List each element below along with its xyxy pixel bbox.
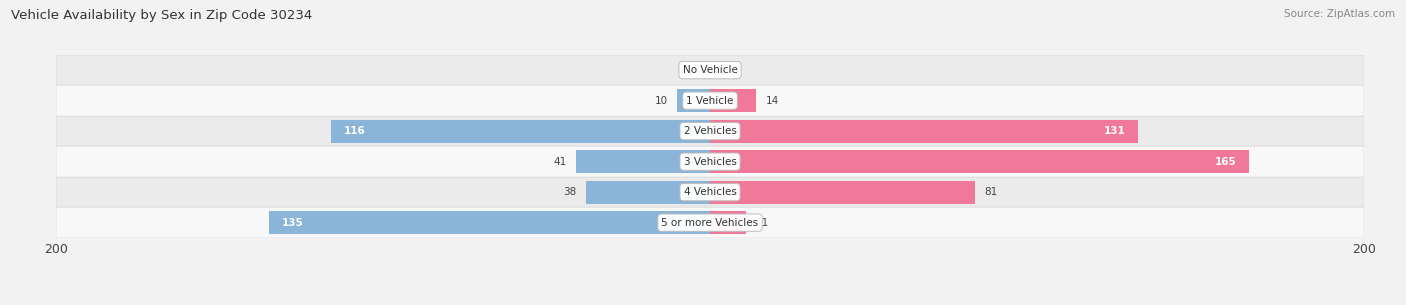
Bar — [56, 116, 1364, 146]
Bar — [586, 181, 710, 204]
Bar — [56, 177, 1364, 207]
Bar — [678, 89, 710, 112]
Text: 10: 10 — [654, 96, 668, 106]
Text: 5 or more Vehicles: 5 or more Vehicles — [661, 218, 759, 228]
Bar — [710, 120, 1139, 143]
Text: 3 Vehicles: 3 Vehicles — [683, 157, 737, 167]
Text: 4 Vehicles: 4 Vehicles — [683, 187, 737, 197]
Text: No Vehicle: No Vehicle — [682, 65, 738, 75]
Text: 14: 14 — [766, 96, 779, 106]
Text: Vehicle Availability by Sex in Zip Code 30234: Vehicle Availability by Sex in Zip Code … — [11, 9, 312, 22]
Text: 38: 38 — [562, 187, 576, 197]
Bar — [56, 207, 1364, 238]
Text: 41: 41 — [553, 157, 567, 167]
Bar — [330, 120, 710, 143]
Bar — [56, 55, 1364, 85]
Bar — [576, 150, 710, 173]
Text: 2 Vehicles: 2 Vehicles — [683, 126, 737, 136]
Text: Source: ZipAtlas.com: Source: ZipAtlas.com — [1284, 9, 1395, 19]
Text: 11: 11 — [756, 218, 769, 228]
Bar — [710, 181, 974, 204]
Bar — [56, 85, 1364, 116]
Text: 1 Vehicle: 1 Vehicle — [686, 96, 734, 106]
Text: 0: 0 — [720, 65, 727, 75]
Text: 135: 135 — [281, 218, 304, 228]
Bar — [56, 146, 1364, 177]
Text: 131: 131 — [1104, 126, 1125, 136]
Bar — [269, 211, 710, 234]
Text: 0: 0 — [693, 65, 700, 75]
Bar — [710, 89, 756, 112]
Bar — [710, 211, 747, 234]
Bar — [710, 150, 1250, 173]
Text: 165: 165 — [1215, 157, 1236, 167]
Text: 116: 116 — [344, 126, 366, 136]
Text: 81: 81 — [984, 187, 998, 197]
